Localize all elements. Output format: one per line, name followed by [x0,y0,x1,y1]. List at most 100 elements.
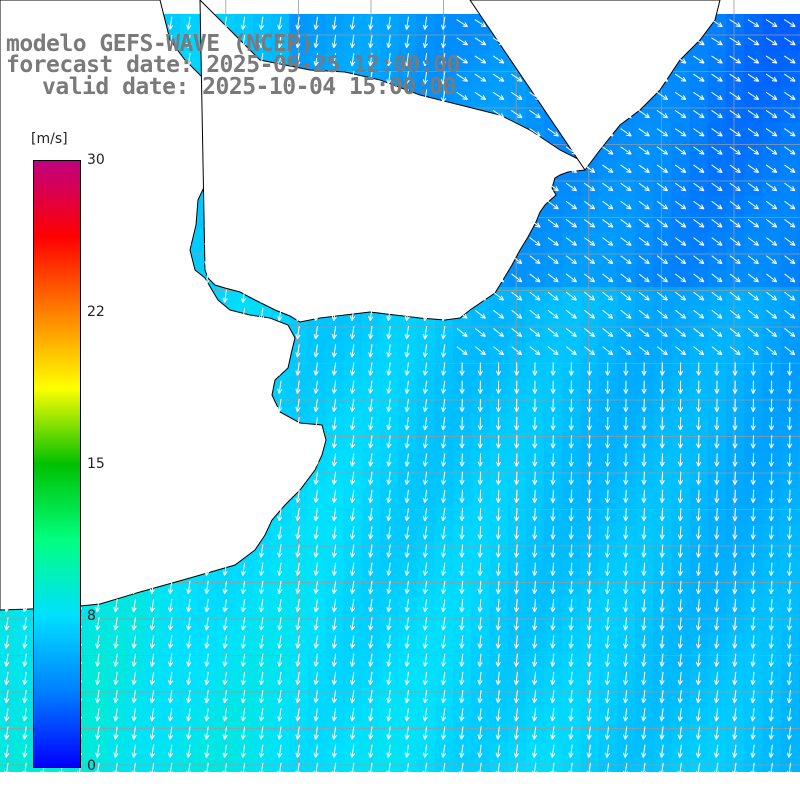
wind-arrow [41,781,45,794]
valid-date: valid date: 2025-10-04 15:00:00 [42,74,456,100]
speed-cell [762,778,781,797]
speed-cell [580,778,599,797]
wind-arrow [423,781,427,794]
speed-cell [708,778,727,797]
speed-cell [781,778,800,797]
speed-cell [798,196,800,215]
wind-arrow [59,781,63,794]
wind-arrow [660,781,664,794]
speed-cell [289,778,308,797]
speed-cell [562,778,581,797]
speed-cell [471,778,490,797]
speed-cell [726,778,745,797]
wind-arrow [278,781,282,794]
speed-cell [16,778,35,797]
speed-cell [798,68,800,88]
wind-arrow [387,781,391,794]
speed-cell [798,50,800,70]
speed-cell [307,778,326,797]
speed-cell [362,778,381,797]
colorbar-units: [m/s] [31,131,68,147]
wind-arrow [96,781,100,794]
wind-arrow [150,781,154,794]
speed-cell [417,778,436,797]
colorbar-tick: 22 [87,304,105,320]
speed-cell [180,778,199,797]
speed-cell [798,86,800,106]
wind-arrow [132,781,136,794]
wind-arrow [205,781,209,794]
wind-arrow [460,781,464,794]
speed-cell [326,778,345,797]
speed-cell [798,268,800,288]
speed-cell [798,214,800,233]
speed-cell [489,778,508,797]
speed-cell [798,141,800,161]
speed-cell [508,778,527,797]
speed-cell [107,778,126,797]
wind-arrow [332,781,336,794]
speed-cell [671,778,690,797]
wind-arrow [696,781,700,794]
speed-cell [89,778,108,797]
wind-arrow [623,781,627,794]
speed-cell [53,778,72,797]
colorbar-tick: 8 [87,608,96,624]
speed-cell [690,778,709,797]
speed-cell [453,778,472,797]
wind-arrow [551,781,555,794]
wind-arrow [114,781,118,794]
wind-arrow [678,781,682,794]
wind-arrow [478,781,482,794]
wind-arrow [605,781,609,794]
speed-cell [380,778,399,797]
speed-cell [635,778,654,797]
speed-cell [144,778,163,797]
wind-arrow [587,781,591,794]
wind-arrow [350,781,354,794]
wind-arrow [369,781,373,794]
colorbar [33,160,81,768]
wind-arrow [259,781,263,794]
speed-cell [599,778,618,797]
speed-cell [198,778,217,797]
speed-cell [798,250,800,270]
wind-arrow [187,781,191,794]
wind-arrow [296,781,300,794]
wind-arrow [569,781,573,794]
speed-cell [544,778,563,797]
wind-arrow [168,781,172,794]
speed-cell [253,778,272,797]
colorbar-tick: 0 [87,758,96,774]
speed-cell [125,778,144,797]
speed-cell [798,159,800,179]
wind-arrow [441,781,445,794]
wind-arrow [787,781,791,794]
speed-cell [798,32,800,51]
speed-cell [653,778,672,797]
speed-cell [435,778,454,797]
wind-arrow [733,781,737,794]
speed-cell [34,778,53,797]
colorbar-tick: 15 [87,456,105,472]
speed-cell [798,287,800,306]
speed-cell [216,778,235,797]
wind-arrow [532,781,536,794]
wind-arrow [314,781,318,794]
wind-arrow [714,781,718,794]
speed-cell [798,177,800,197]
speed-cell [271,778,290,797]
speed-cell [0,778,17,797]
speed-cell [798,105,800,124]
speed-cell [344,778,363,797]
wind-arrow [642,781,646,794]
wind-arrow [405,781,409,794]
speed-cell [798,14,800,33]
speed-cell [526,778,545,797]
wind-arrow [751,781,755,794]
colorbar-tick: 30 [87,152,105,168]
speed-cell [162,778,181,797]
wind-arrow [769,781,773,794]
